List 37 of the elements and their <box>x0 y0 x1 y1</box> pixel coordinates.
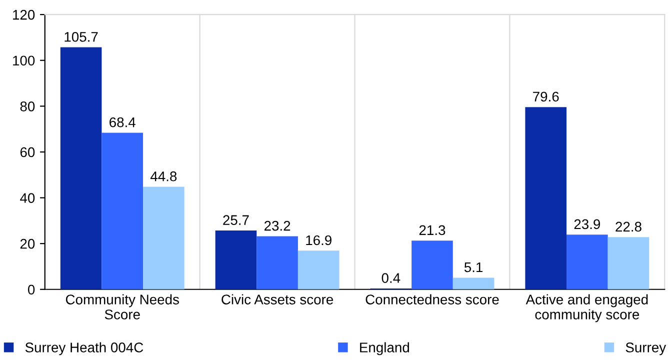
data-label: 21.3 <box>419 225 446 236</box>
data-label: 22.8 <box>616 222 642 232</box>
bar <box>525 107 567 290</box>
bar <box>298 250 340 290</box>
y-tick-label: 120 <box>13 10 35 20</box>
data-label: 23.9 <box>574 219 600 230</box>
bar <box>566 234 608 290</box>
data-label: 23.2 <box>264 220 290 231</box>
data-label: 105.7 <box>64 32 98 42</box>
x-tick-label: Connectedness score <box>366 294 499 304</box>
y-tick-label: 0 <box>28 284 35 295</box>
bar <box>102 132 144 290</box>
bar <box>215 230 257 290</box>
y-tick-label: 60 <box>20 147 35 158</box>
bar <box>452 278 494 290</box>
data-label: 44.8 <box>150 171 177 182</box>
y-tick-label: 20 <box>20 238 35 249</box>
y-tick-label: 100 <box>13 56 35 66</box>
data-label: 25.7 <box>223 215 249 225</box>
bar <box>60 47 102 290</box>
legend-label: England <box>360 342 409 356</box>
data-label: 0.4 <box>382 273 400 283</box>
data-label: 79.6 <box>533 92 559 102</box>
bar <box>608 237 650 290</box>
x-tick-label: Civic Assets score <box>222 294 334 304</box>
data-label: 16.9 <box>306 235 332 246</box>
y-tick-label: 80 <box>20 102 35 112</box>
x-tick-label: Community Needs Score <box>66 294 179 320</box>
x-tick-label: Active and engaged community score <box>526 294 648 322</box>
data-label: 68.4 <box>110 117 136 128</box>
y-tick-label: 40 <box>20 193 35 203</box>
bar <box>143 186 184 290</box>
bar <box>412 240 453 290</box>
legend-label: Surrey <box>626 342 666 356</box>
legend-label: Surrey Heath 004C <box>25 342 144 356</box>
bar <box>256 236 298 290</box>
data-label: 5.1 <box>464 262 483 272</box>
